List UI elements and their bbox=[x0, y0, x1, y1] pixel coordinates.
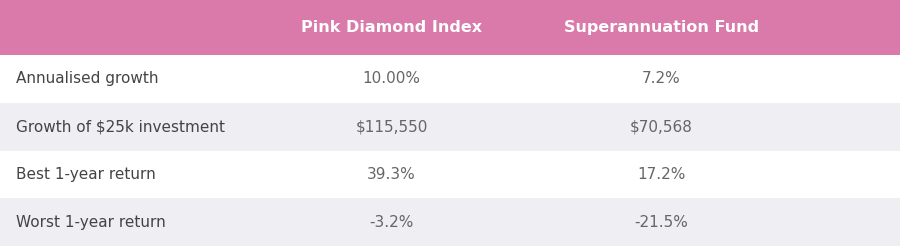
Text: 7.2%: 7.2% bbox=[642, 72, 681, 86]
Bar bbox=[0, 151, 900, 198]
Text: Worst 1-year return: Worst 1-year return bbox=[16, 215, 166, 230]
Text: 17.2%: 17.2% bbox=[637, 167, 686, 182]
Text: $115,550: $115,550 bbox=[356, 119, 427, 134]
Text: $70,568: $70,568 bbox=[630, 119, 693, 134]
Text: Pink Diamond Index: Pink Diamond Index bbox=[301, 20, 482, 35]
Bar bbox=[0, 0, 900, 55]
Bar bbox=[0, 103, 900, 151]
Bar bbox=[0, 55, 900, 103]
Text: Superannuation Fund: Superannuation Fund bbox=[564, 20, 759, 35]
Text: 39.3%: 39.3% bbox=[367, 167, 416, 182]
Text: Annualised growth: Annualised growth bbox=[16, 72, 158, 86]
Text: -3.2%: -3.2% bbox=[369, 215, 414, 230]
Text: -21.5%: -21.5% bbox=[634, 215, 688, 230]
Text: Growth of $25k investment: Growth of $25k investment bbox=[16, 119, 225, 134]
Text: Best 1-year return: Best 1-year return bbox=[16, 167, 156, 182]
Text: 10.00%: 10.00% bbox=[363, 72, 420, 86]
Bar bbox=[0, 198, 900, 246]
